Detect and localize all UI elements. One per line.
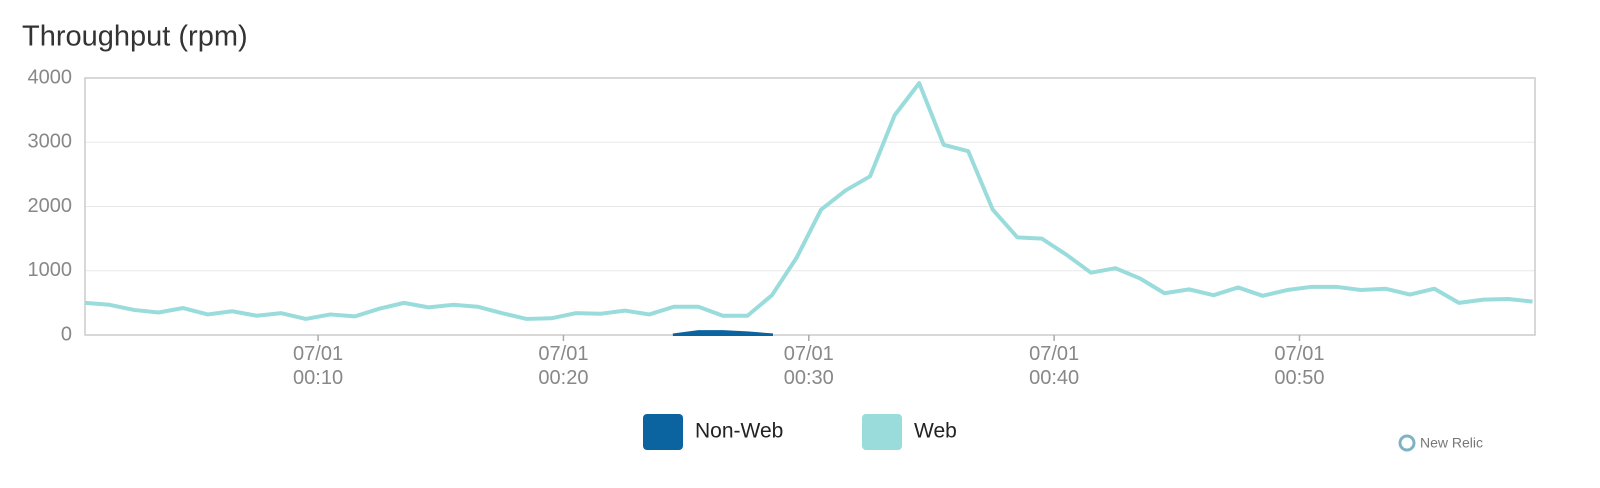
legend-swatch bbox=[862, 414, 902, 450]
y-tick-label: 4000 bbox=[28, 66, 73, 88]
x-tick-label: 07/01 00:30 bbox=[783, 343, 834, 389]
x-tick-label: 07/01 00:20 bbox=[538, 343, 589, 389]
legend-label: Non-Web bbox=[695, 420, 783, 443]
plot-border bbox=[84, 77, 1536, 336]
y-tick-label: 3000 bbox=[28, 131, 73, 153]
logo-icon bbox=[1398, 434, 1416, 452]
y-tick-label: 0 bbox=[61, 323, 72, 345]
x-tick-label: 07/01 00:10 bbox=[293, 343, 344, 389]
line bbox=[84, 81, 1533, 321]
x-tick-label: 07/01 00:50 bbox=[1274, 343, 1325, 389]
area bbox=[672, 330, 773, 336]
legend-label: Web bbox=[914, 420, 957, 443]
x-tick-label: 07/01 00:40 bbox=[1029, 343, 1080, 389]
legend-swatch bbox=[643, 414, 683, 450]
y-tick-label: 1000 bbox=[28, 259, 73, 281]
chart-title: Throughput (rpm) bbox=[22, 21, 248, 53]
branding: New Relic bbox=[1420, 435, 1483, 451]
y-tick-label: 2000 bbox=[28, 195, 73, 217]
